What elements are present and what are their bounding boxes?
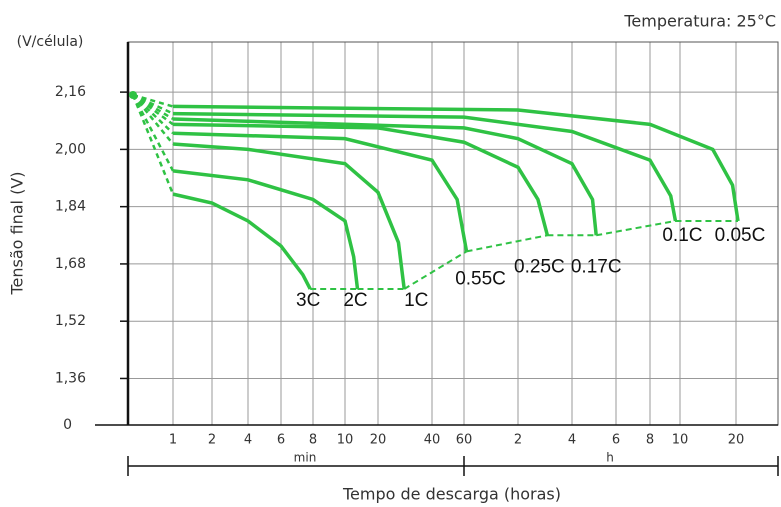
y-tick-label: 1,36 xyxy=(55,370,86,386)
discharge-curve xyxy=(172,142,406,290)
x-tick-label: 4 xyxy=(244,433,252,448)
start-dash xyxy=(131,94,175,172)
start-dash xyxy=(132,93,174,108)
x-tick-label: 60 xyxy=(456,433,473,448)
discharge-curve xyxy=(172,169,360,290)
series-label: 0.1C xyxy=(662,225,702,246)
y-tick-label: 1,84 xyxy=(55,199,86,215)
end-dash xyxy=(596,219,676,237)
y-tick-label: 2,16 xyxy=(55,84,86,100)
end-dash xyxy=(403,250,468,290)
x-tick-label: 4 xyxy=(568,433,576,448)
x-group-label: min xyxy=(294,451,317,465)
x-axis-title: Tempo de descarga (horas) xyxy=(342,485,561,504)
x-tick-label: 40 xyxy=(424,433,441,448)
discharge-curve xyxy=(172,111,678,222)
x-tick-label: 8 xyxy=(646,433,654,448)
x-tick-label: 8 xyxy=(309,433,317,448)
series-label: 0.25C xyxy=(514,256,565,277)
series-label: 3C xyxy=(296,290,320,311)
x-tick-label: 6 xyxy=(612,433,620,448)
y-tick-label: 1,68 xyxy=(55,256,86,272)
y-axis-title: Tensão final (V) xyxy=(8,171,27,295)
x-tick-label: 20 xyxy=(370,433,387,448)
x-tick-label: 1 xyxy=(169,433,177,448)
x-tick-label: 10 xyxy=(672,433,689,448)
start-dash xyxy=(132,93,174,121)
end-dash xyxy=(466,234,548,253)
x-group-label: h xyxy=(606,451,614,465)
y-origin-label: 0 xyxy=(63,417,72,433)
discharge-curve xyxy=(172,104,740,222)
chart-title: Temperatura: 25°C xyxy=(623,12,776,31)
x-tick-label: 2 xyxy=(514,433,522,448)
start-dash xyxy=(132,94,174,145)
discharge-curve xyxy=(172,131,469,252)
x-tick-label: 10 xyxy=(337,433,354,448)
y-tick-label: 2,00 xyxy=(55,141,86,157)
series-label: 1C xyxy=(404,290,428,311)
series-label: 0.05C xyxy=(715,225,766,246)
series-label: 2C xyxy=(343,290,367,311)
x-tick-label: 6 xyxy=(277,433,285,448)
x-tick-label: 20 xyxy=(728,433,745,448)
x-group-bracket xyxy=(127,456,779,476)
y-tick-label: 1,52 xyxy=(55,313,86,329)
discharge-curve xyxy=(172,122,550,236)
series-label: 0.17C xyxy=(571,256,622,277)
series-label: 0.55C xyxy=(455,268,506,289)
discharge-curve xyxy=(172,117,598,236)
y-unit-label: (V/célula) xyxy=(17,34,84,50)
discharge-curve xyxy=(172,192,312,290)
x-tick-label: 2 xyxy=(208,433,216,448)
start-dash xyxy=(132,93,174,115)
